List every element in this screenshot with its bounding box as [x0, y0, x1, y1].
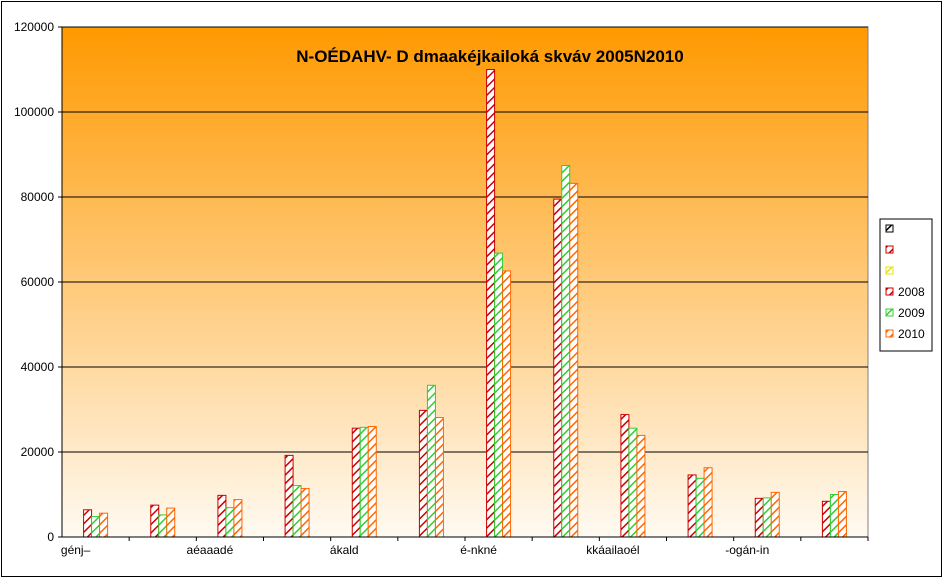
bar-2010 [837, 491, 847, 538]
legend [879, 218, 933, 352]
bar-2008 [620, 414, 630, 538]
legend-swatch [885, 329, 894, 338]
x-tick-label: ákald [330, 543, 359, 557]
y-tick-label: 20000 [21, 445, 55, 459]
bar-2008 [284, 454, 294, 538]
x-tick-label: génj– [61, 543, 91, 557]
legend-swatch [885, 224, 894, 233]
bar-2008 [150, 504, 160, 538]
y-tick-label: 80000 [21, 190, 55, 204]
bar-2010 [502, 270, 512, 538]
bar-2010 [770, 491, 780, 538]
bar-2010 [703, 467, 713, 538]
legend-label: 2010 [898, 327, 925, 341]
bar-2008 [418, 409, 428, 538]
y-tick-label: 40000 [21, 360, 55, 374]
x-tick-label: aéaaadé [187, 543, 234, 557]
bar-2008 [754, 497, 764, 538]
bar-2009 [225, 507, 235, 538]
x-tick-label: -ogán-in [725, 543, 769, 557]
y-tick-label: 60000 [21, 275, 55, 289]
legend-swatch [885, 266, 894, 275]
legend-label: 2009 [898, 306, 925, 320]
x-tick-label: é-nkné [460, 543, 497, 557]
bar-2008 [553, 198, 563, 538]
legend-swatch [885, 308, 894, 317]
bar-2009 [762, 497, 772, 538]
bar-2009 [91, 516, 101, 538]
legend-swatch [885, 287, 894, 296]
x-tick-label: kkáailaoél [586, 543, 639, 557]
bar-2008 [687, 474, 697, 538]
bar-2010 [99, 512, 109, 538]
bar-2009 [494, 252, 504, 538]
bar-2008 [486, 69, 496, 538]
bar-2009 [628, 427, 638, 538]
bar-2009 [561, 165, 571, 538]
bar-2010 [367, 426, 377, 538]
bar-2010 [166, 507, 176, 538]
y-tick-label: 120000 [14, 20, 54, 34]
legend-swatch [885, 245, 894, 254]
bar-2010 [569, 182, 579, 538]
chart-title: N-OÉDAHV- D dmaakéjkailoká skváv 2005N20… [296, 47, 683, 66]
bar-2008 [83, 509, 93, 538]
bar-2008 [821, 500, 831, 538]
bar-2010 [300, 488, 310, 538]
bar-2009 [359, 426, 369, 538]
bar-2009 [158, 514, 168, 538]
legend-label: 2008 [898, 285, 925, 299]
bar-2009 [292, 485, 302, 538]
bar-2010 [233, 499, 243, 538]
bar-2009 [829, 494, 839, 538]
y-tick-label: 0 [47, 530, 54, 544]
y-tick-label: 100000 [14, 105, 54, 119]
bar-2009 [426, 384, 436, 538]
bar-2010 [636, 434, 646, 538]
bar-2008 [351, 427, 361, 538]
bar-2010 [434, 417, 444, 538]
bar-2008 [217, 494, 227, 538]
bar-2009 [695, 477, 705, 538]
